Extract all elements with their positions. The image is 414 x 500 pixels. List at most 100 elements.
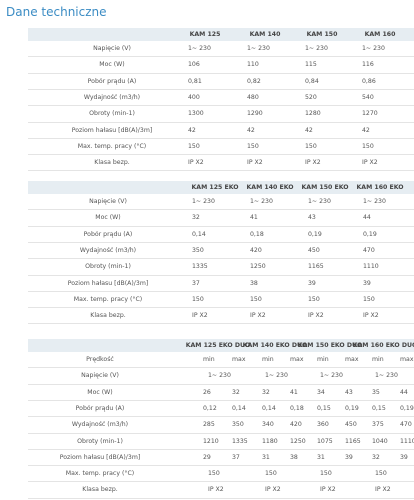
cell-value: 42: [305, 126, 313, 134]
cell-value: 39: [400, 453, 408, 461]
row-separator: [28, 432, 414, 434]
row-label: Obroty (min-1): [77, 437, 123, 445]
row-separator: [28, 225, 414, 227]
row-separator: [28, 154, 414, 156]
cell-value: IP X2: [192, 312, 208, 320]
cell-value: 150: [250, 295, 262, 303]
row-label: Max. temp. pracy (°C): [65, 470, 135, 478]
cell-value: 1210: [203, 437, 219, 445]
cell-value: max: [345, 356, 359, 363]
cell-value: IP X2: [247, 159, 263, 167]
column-header: KAM 140: [249, 31, 281, 38]
row-label: Prędkość: [86, 356, 114, 363]
row-separator: [28, 448, 414, 450]
cell-value: max: [400, 356, 414, 363]
cell-value: 43: [345, 388, 353, 396]
row-label: Poziom hałasu [dB(A)/3m]: [71, 126, 153, 134]
row-label: Wydajność (m3/h): [83, 93, 141, 101]
cell-value: 420: [290, 421, 302, 429]
cell-value: 1~ 230: [308, 198, 331, 205]
row-separator: [28, 367, 414, 369]
cell-value: 43: [308, 214, 316, 222]
row-label: Max. temp. pracy (°C): [77, 142, 147, 150]
cell-value: IP X2: [362, 159, 378, 167]
row-label: Napięcie (V): [93, 45, 131, 52]
row-label: Klasa bezp.: [90, 312, 126, 320]
cell-value: 150: [247, 142, 259, 150]
cell-value: 1290: [247, 110, 263, 118]
cell-value: 1335: [192, 263, 208, 271]
cell-value: 150: [375, 470, 387, 478]
row-label: Moc (W): [87, 388, 113, 396]
cell-value: 44: [363, 214, 371, 222]
cell-value: 1075: [317, 437, 333, 445]
cell-value: 31: [317, 453, 325, 461]
column-header: KAM 150: [306, 31, 338, 38]
column-header: KAM 160 EKO: [356, 184, 404, 191]
cell-value: IP X2: [363, 312, 379, 320]
row-separator: [28, 497, 414, 499]
cell-value: min: [317, 356, 329, 363]
cell-value: IP X2: [188, 159, 204, 167]
table-header-bg: [28, 28, 414, 41]
cell-value: 1~ 230: [375, 372, 398, 380]
row-separator: [28, 416, 414, 418]
row-separator: [28, 105, 414, 107]
cell-value: 26: [203, 388, 211, 396]
table-header-bg: [28, 181, 414, 194]
cell-value: 0,84: [305, 77, 319, 85]
cell-value: IP X2: [208, 486, 224, 494]
cell-value: 31: [262, 453, 270, 461]
cell-value: 39: [345, 453, 353, 461]
cell-value: 37: [192, 279, 200, 287]
column-header: KAM 150 EKO: [301, 184, 349, 191]
cell-value: 34: [317, 388, 325, 396]
row-separator: [28, 323, 414, 325]
cell-value: IP X2: [265, 486, 281, 494]
cell-value: 540: [362, 93, 374, 101]
row-separator: [28, 274, 414, 276]
cell-value: 35: [372, 388, 380, 396]
cell-value: 1~ 230: [362, 45, 385, 52]
cell-value: 150: [188, 142, 200, 150]
cell-value: 350: [232, 421, 244, 429]
cell-value: 375: [372, 421, 384, 429]
row-label: Moc (W): [95, 214, 121, 222]
cell-value: min: [372, 356, 384, 363]
column-header: KAM 160 EKO DUO: [352, 342, 414, 349]
cell-value: 1~ 230: [363, 198, 386, 205]
cell-value: 150: [363, 295, 375, 303]
row-separator: [28, 307, 414, 309]
cell-value: 480: [247, 93, 259, 101]
cell-value: 32: [372, 453, 380, 461]
cell-value: IP X2: [308, 312, 324, 320]
cell-value: 340: [262, 421, 274, 429]
cell-value: 32: [192, 214, 200, 222]
cell-value: 110: [247, 61, 259, 69]
row-separator: [28, 209, 414, 211]
cell-value: 360: [317, 421, 329, 429]
cell-value: 0,82: [247, 77, 261, 85]
cell-value: 1~ 230: [250, 198, 273, 205]
cell-value: 38: [290, 453, 298, 461]
cell-value: 39: [308, 279, 316, 287]
cell-value: 0,18: [250, 230, 264, 238]
cell-value: 106: [188, 61, 200, 69]
cell-value: 29: [203, 453, 211, 461]
cell-value: 150: [192, 295, 204, 303]
cell-value: 1~ 230: [320, 372, 343, 380]
cell-value: 0,81: [188, 77, 202, 85]
cell-value: 450: [308, 246, 320, 254]
row-separator: [28, 137, 414, 139]
cell-value: 0,86: [362, 77, 376, 85]
row-label: Max. temp. pracy (°C): [73, 295, 143, 303]
cell-value: 1~ 230: [247, 45, 270, 52]
cell-value: 0,19: [345, 404, 359, 412]
cell-value: IP X2: [305, 159, 321, 167]
cell-value: 1165: [308, 263, 324, 271]
row-label: Obroty (min-1): [85, 263, 131, 271]
row-separator: [28, 258, 414, 260]
cell-value: 450: [345, 421, 357, 429]
cell-value: 1~ 230: [208, 372, 231, 380]
